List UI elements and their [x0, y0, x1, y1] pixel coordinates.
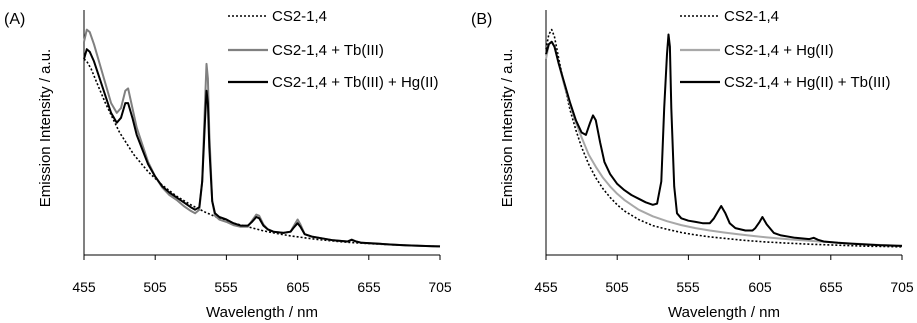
panel-a-x-tick-label: 655 [357, 279, 381, 295]
panel-a-x-axis-label: Wavelength / nm [206, 304, 318, 321]
panel-a-y-axis-label: Emission Intensity / a.u. [37, 49, 54, 207]
panel-b-label: (B) [471, 11, 492, 28]
panel-a-plot-area [83, 10, 441, 260]
panel-b-y-axis-label: Emission Intensity / a.u. [499, 49, 516, 207]
panel-b-plot-area [545, 10, 903, 260]
panel-a-legend: CS2-1,4 CS2-1,4 + Tb(III) CS2-1,4 + Tb(I… [228, 8, 438, 91]
panel-b-x-tick-label: 555 [676, 279, 700, 295]
panel-b-x-tick-labels: 455 505 555 605 655 705 [534, 279, 914, 295]
panel-a-x-tick-label: 705 [428, 279, 452, 295]
panel-b-x-axis-label: Wavelength / nm [668, 304, 780, 321]
panel-b-x-tick-label: 655 [819, 279, 843, 295]
panel-b-legend: CS2-1,4 CS2-1,4 + Hg(II) CS2-1,4 + Hg(II… [680, 8, 890, 91]
legend-label: CS2-1,4 + Hg(II) + Tb(III) [724, 74, 890, 91]
panel-b-series-line-0 [545, 28, 903, 248]
legend-label: CS2-1,4 [272, 8, 327, 25]
panel-b-x-tick-label: 705 [890, 279, 914, 295]
panel-b-x-tick-label: 605 [748, 279, 772, 295]
legend-label: CS2-1,4 + Tb(III) + Hg(II) [272, 74, 438, 91]
panel-a-series-line-2 [83, 48, 441, 248]
panel-a-x-tick-label: 605 [286, 279, 310, 295]
panel-b-series-line-2 [545, 33, 903, 247]
legend-label: CS2-1,4 + Tb(III) [272, 42, 384, 59]
legend-label: CS2-1,4 + Hg(II) [724, 42, 834, 59]
panel-a: (A) Emission Intensity / a.u. Wavelength… [4, 8, 452, 321]
panel-b: (B) Emission Intensity / a.u. Wavelength… [471, 8, 914, 321]
panel-b-x-tick-label: 505 [605, 279, 629, 295]
panel-a-x-tick-labels: 455 505 555 605 655 705 [72, 279, 452, 295]
panel-b-x-tick-label: 455 [534, 279, 558, 295]
panel-a-x-tick-label: 455 [72, 279, 96, 295]
legend-label: CS2-1,4 [724, 8, 779, 25]
panel-a-label: (A) [4, 11, 25, 28]
panel-a-x-tick-label: 555 [214, 279, 238, 295]
panel-a-x-tick-label: 505 [143, 279, 167, 295]
